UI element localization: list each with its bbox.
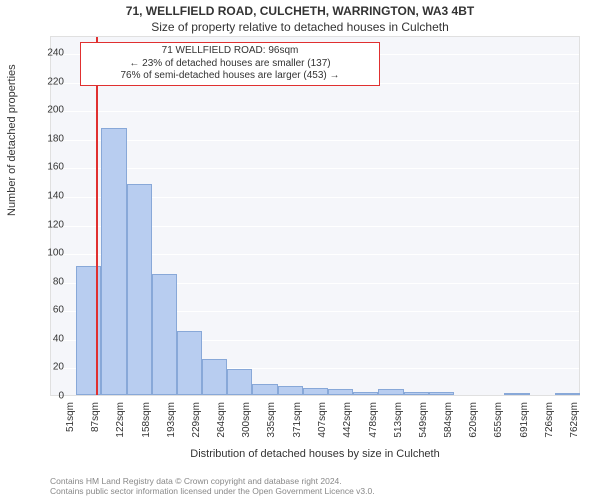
info-line2: ← 23% of detached houses are smaller (13… [87,58,373,71]
grid-line [51,168,579,169]
x-tick-label: 51sqm [65,402,76,446]
x-tick-label: 549sqm [418,402,429,446]
histogram-bar [404,392,429,395]
histogram-bar [278,386,303,395]
x-tick-label: 122sqm [115,402,126,446]
x-tick-label: 478sqm [368,402,379,446]
histogram-bar [378,389,403,395]
x-tick-label: 158sqm [141,402,152,446]
histogram-bar [202,359,227,395]
histogram-bar [177,331,202,395]
grid-line [51,397,579,398]
x-tick-label: 229sqm [191,402,202,446]
histogram-bar [303,388,328,395]
y-tick-label: 240 [24,48,64,59]
y-axis-label: Number of detached properties [6,64,18,216]
x-tick-label: 620sqm [468,402,479,446]
x-tick-label: 335sqm [266,402,277,446]
x-tick-label: 442sqm [342,402,353,446]
histogram-bar [353,392,378,395]
x-tick-label: 407sqm [317,402,328,446]
histogram-bar [127,184,152,395]
plot-area [50,36,580,396]
histogram-bar [101,128,126,395]
histogram-bar [227,369,252,395]
credits-line1: Contains HM Land Registry data © Crown c… [50,476,580,486]
y-tick-label: 60 [24,305,64,316]
histogram-bar [252,384,277,395]
info-line3: 76% of semi-detached houses are larger (… [87,70,373,83]
x-tick-label: 264sqm [216,402,227,446]
histogram-bar [429,392,454,395]
histogram-bar [152,274,177,395]
y-tick-label: 200 [24,105,64,116]
x-tick-label: 691sqm [519,402,530,446]
property-marker-line [96,37,98,395]
credits-line2: Contains public sector information licen… [50,486,580,496]
x-tick-label: 762sqm [569,402,580,446]
x-tick-label: 513sqm [393,402,404,446]
credits: Contains HM Land Registry data © Crown c… [50,476,580,496]
y-tick-label: 140 [24,191,64,202]
plot-inner [51,37,579,395]
y-tick-label: 180 [24,133,64,144]
chart-title-line2: Size of property relative to detached ho… [0,20,600,34]
y-tick-label: 160 [24,162,64,173]
info-line1: 71 WELLFIELD ROAD: 96sqm [87,45,373,58]
histogram-bar [555,393,580,395]
grid-line [51,111,579,112]
y-tick-label: 80 [24,276,64,287]
y-tick-label: 100 [24,248,64,259]
x-tick-label: 655sqm [493,402,504,446]
x-tick-label: 87sqm [90,402,101,446]
info-box: 71 WELLFIELD ROAD: 96sqm ← 23% of detach… [80,42,380,86]
y-tick-label: 20 [24,362,64,373]
y-tick-label: 40 [24,333,64,344]
histogram-bar [328,389,353,395]
x-tick-label: 300sqm [241,402,252,446]
x-tick-label: 726sqm [544,402,555,446]
x-tick-label: 584sqm [443,402,454,446]
chart-title-line1: 71, WELLFIELD ROAD, CULCHETH, WARRINGTON… [0,4,600,18]
x-tick-label: 371sqm [292,402,303,446]
x-axis-label: Distribution of detached houses by size … [50,448,580,460]
grid-line [51,140,579,141]
y-tick-label: 0 [24,391,64,402]
y-tick-label: 120 [24,219,64,230]
x-tick-label: 193sqm [166,402,177,446]
histogram-bar [504,393,529,395]
y-tick-label: 220 [24,76,64,87]
